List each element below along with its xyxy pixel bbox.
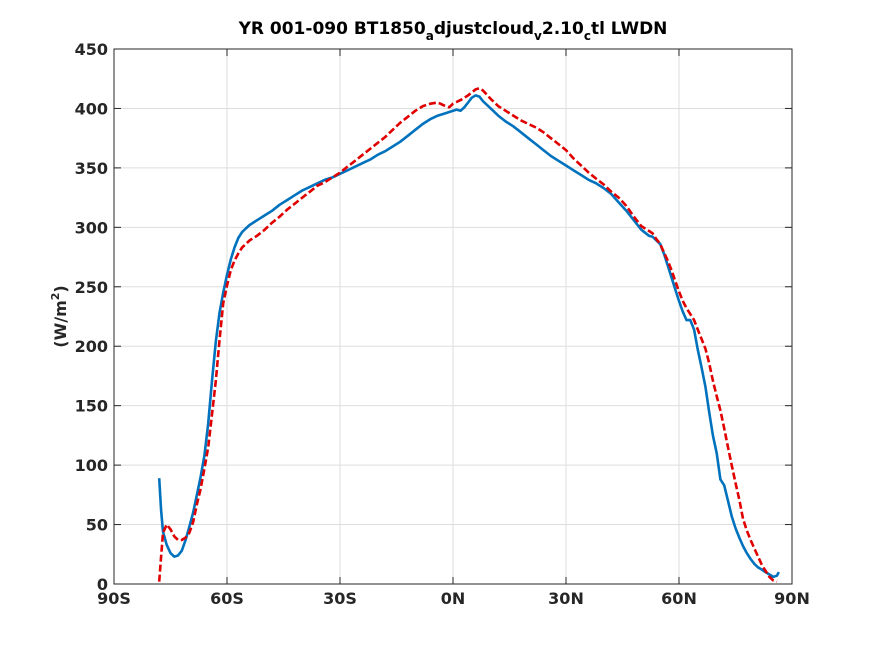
chart-title: YR 001-090 BT1850adjustcloudv2.10ctl LWD… bbox=[238, 19, 668, 43]
y-axis-label-superscript: 2 bbox=[49, 293, 62, 301]
series-line-2 bbox=[157, 86, 778, 583]
x-tick-label: 60N bbox=[661, 589, 697, 608]
y-tick-label: 100 bbox=[75, 456, 108, 475]
x-tick-label: 90N bbox=[774, 589, 810, 608]
x-tick-label: 30S bbox=[323, 589, 357, 608]
y-axis-label: (W/m2) bbox=[49, 285, 70, 347]
x-axis-ticks: 90S 60S 30S 0N 30N 60N 90N bbox=[97, 49, 810, 608]
title-segment: YR 001-090 BT1850 bbox=[238, 19, 426, 39]
y-tick-label: 350 bbox=[75, 159, 108, 178]
y-tick-label: 150 bbox=[75, 397, 108, 416]
y-axis-label-close: ) bbox=[51, 285, 70, 292]
series-line-1 bbox=[157, 94, 780, 579]
x-tick-label: 30N bbox=[548, 589, 584, 608]
y-tick-label: 300 bbox=[75, 218, 108, 237]
y-tick-label: 50 bbox=[86, 516, 108, 535]
y-tick-label: 400 bbox=[75, 99, 108, 118]
title-subscript: c bbox=[584, 29, 591, 43]
title-subscript: a bbox=[426, 29, 434, 43]
y-tick-label: 450 bbox=[75, 40, 108, 59]
y-axis-ticks: 0 50 100 150 200 250 300 350 400 450 bbox=[75, 40, 792, 594]
y-axis-label-text: (W/m bbox=[51, 300, 70, 347]
y-tick-label: 200 bbox=[75, 337, 108, 356]
x-tick-label: 60S bbox=[210, 589, 244, 608]
y-tick-label: 0 bbox=[97, 575, 108, 594]
series-layer bbox=[157, 86, 780, 583]
x-tick-label: 90S bbox=[97, 589, 131, 608]
title-segment: tl LWDN bbox=[591, 19, 667, 39]
x-tick-label: 0N bbox=[441, 589, 466, 608]
title-segment: djustcloud bbox=[434, 19, 534, 39]
title-subscript: v bbox=[534, 29, 542, 43]
title-segment: 2.10 bbox=[542, 19, 584, 39]
y-tick-label: 250 bbox=[75, 278, 108, 297]
